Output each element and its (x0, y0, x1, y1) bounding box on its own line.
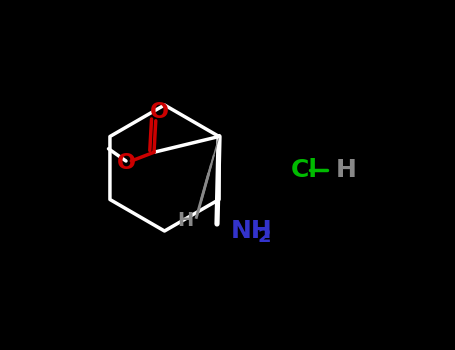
Text: NH: NH (231, 219, 273, 243)
Text: O: O (116, 153, 136, 173)
Text: 2: 2 (257, 227, 271, 246)
Text: H: H (177, 211, 194, 230)
Text: H: H (336, 158, 357, 182)
Text: O: O (150, 102, 169, 122)
Text: Cl: Cl (290, 158, 318, 182)
